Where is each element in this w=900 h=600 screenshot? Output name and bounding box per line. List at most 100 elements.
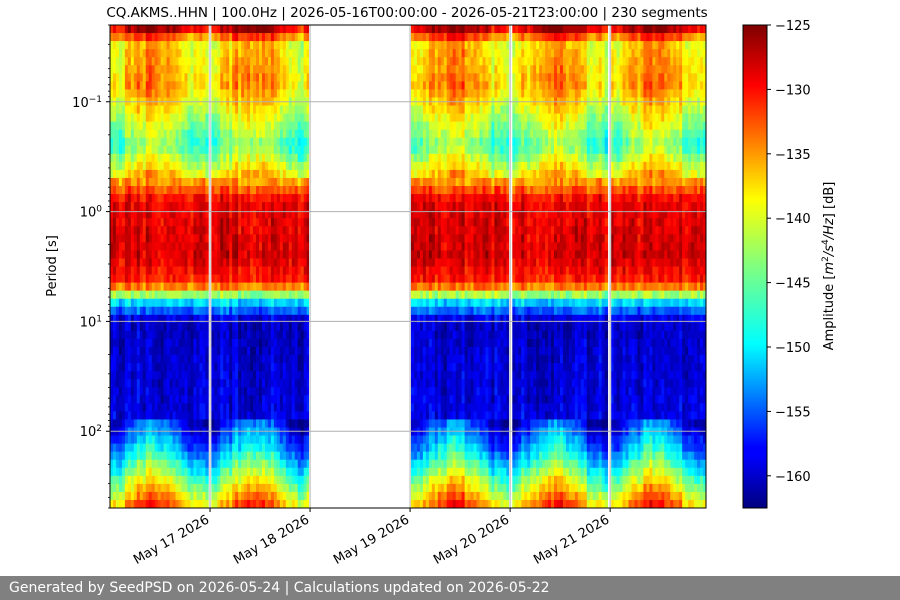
heatmap-cell xyxy=(446,194,451,203)
heatmap-cell xyxy=(175,491,179,501)
heatmap-cell xyxy=(160,161,165,171)
heatmap-cell xyxy=(285,491,290,501)
heatmap-cell xyxy=(148,121,153,131)
heatmap-cell xyxy=(136,65,141,74)
heatmap-cell xyxy=(276,186,281,195)
heatmap-cell xyxy=(229,266,233,275)
heatmap-cell xyxy=(217,41,221,50)
heatmap-cell xyxy=(285,371,290,380)
heatmap-cell xyxy=(223,49,227,58)
heatmap-cell xyxy=(217,443,221,453)
heatmap-cell xyxy=(118,49,123,58)
heatmap-cell xyxy=(148,355,153,364)
heatmap-cell xyxy=(446,129,451,139)
heatmap-cell xyxy=(184,65,188,74)
heatmap-cell xyxy=(419,475,424,485)
heatmap-cell xyxy=(121,298,126,308)
heatmap-cell xyxy=(172,363,176,372)
heatmap-cell xyxy=(139,186,144,195)
heatmap-cell xyxy=(115,387,120,396)
heatmap-cell xyxy=(422,475,427,485)
heatmap-cell xyxy=(285,387,290,396)
heatmap-cell xyxy=(422,65,427,74)
heatmap-cell xyxy=(217,145,221,155)
heatmap-cell xyxy=(241,250,245,259)
heatmap-cell xyxy=(428,258,433,267)
heatmap-cell xyxy=(202,395,206,404)
heatmap-cell xyxy=(431,153,436,163)
heatmap-cell xyxy=(261,234,266,243)
heatmap-cell xyxy=(306,105,311,114)
heatmap-cell xyxy=(431,25,436,34)
heatmap-cell xyxy=(431,226,436,235)
heatmap-cell xyxy=(118,411,123,420)
heatmap-cell xyxy=(413,459,418,469)
heatmap-cell xyxy=(154,411,159,420)
heatmap-cell xyxy=(226,89,230,98)
heatmap-cell xyxy=(270,443,275,453)
heatmap-cell xyxy=(279,202,284,211)
heatmap-cell xyxy=(279,258,284,267)
heatmap-cell xyxy=(449,491,454,501)
heatmap-cell xyxy=(151,234,156,243)
heatmap-cell xyxy=(458,210,463,219)
heatmap-cell xyxy=(130,499,135,508)
heatmap-cell xyxy=(244,242,248,251)
heatmap-cell xyxy=(294,347,299,356)
heatmap-cell xyxy=(214,483,218,493)
heatmap-cell xyxy=(166,153,170,163)
heatmap-cell xyxy=(184,202,188,211)
heatmap-cell xyxy=(279,129,284,139)
heatmap-cell xyxy=(157,290,162,300)
heatmap-cell xyxy=(112,459,117,469)
heatmap-cell xyxy=(226,419,230,428)
heatmap-cell xyxy=(223,153,227,163)
heatmap-cell xyxy=(205,379,209,388)
heatmap-cell xyxy=(112,161,117,171)
heatmap-cell xyxy=(232,161,236,171)
heatmap-cell xyxy=(199,387,203,396)
heatmap-cell xyxy=(291,210,296,219)
heatmap-cell xyxy=(273,186,278,195)
heatmap-cell xyxy=(163,234,168,243)
heatmap-cell xyxy=(422,338,427,348)
heatmap-cell xyxy=(220,379,224,388)
heatmap-cell xyxy=(115,467,120,477)
heatmap-cell xyxy=(291,49,296,58)
heatmap-cell xyxy=(181,153,185,163)
heatmap-cell xyxy=(303,443,308,453)
heatmap-cell xyxy=(416,483,421,493)
heatmap-cell xyxy=(154,371,159,380)
heatmap-cell xyxy=(443,137,448,147)
heatmap-cell xyxy=(443,338,448,348)
heatmap-cell xyxy=(446,186,451,195)
heatmap-cell xyxy=(276,210,281,219)
heatmap-cell xyxy=(247,73,251,82)
heatmap-cell xyxy=(124,379,129,388)
heatmap-cell xyxy=(461,49,466,58)
heatmap-cell xyxy=(154,395,159,404)
heatmap-cell xyxy=(175,330,179,340)
heatmap-cell xyxy=(267,41,272,50)
heatmap-cell xyxy=(261,41,266,50)
heatmap-cell xyxy=(300,483,305,493)
heatmap-cell xyxy=(217,121,221,131)
heatmap-cell xyxy=(115,483,120,493)
heatmap-cell xyxy=(422,218,427,227)
heatmap-cell xyxy=(261,411,266,420)
heatmap-cell xyxy=(187,395,191,404)
heatmap-cell xyxy=(187,41,191,50)
heatmap-cell xyxy=(449,314,454,324)
heatmap-cell xyxy=(452,298,457,308)
heatmap-cell xyxy=(264,33,269,42)
heatmap-cell xyxy=(256,65,260,74)
heatmap-cell xyxy=(196,161,200,171)
heatmap-cell xyxy=(276,282,281,292)
heatmap-cell xyxy=(238,49,242,58)
heatmap-cell xyxy=(124,443,129,453)
heatmap-cell xyxy=(148,491,153,501)
heatmap-cell xyxy=(214,266,218,275)
heatmap-cell xyxy=(172,459,176,469)
heatmap-cell xyxy=(169,379,173,388)
heatmap-cell xyxy=(285,33,290,42)
